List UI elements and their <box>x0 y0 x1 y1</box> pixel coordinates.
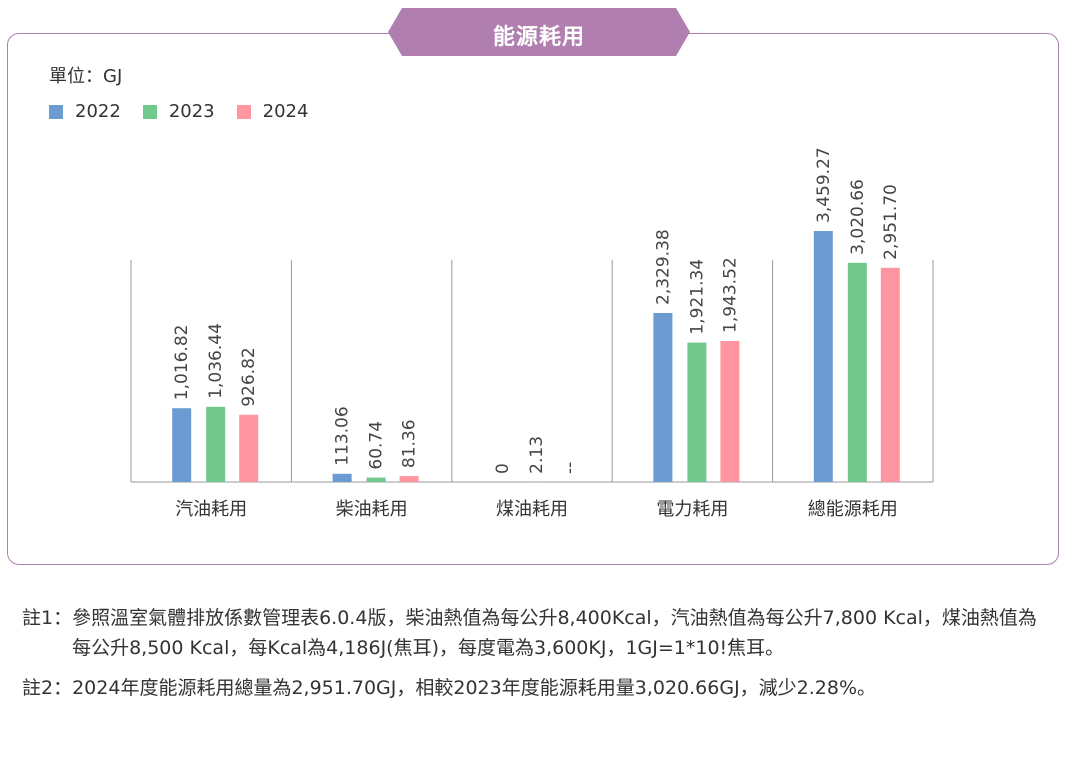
data-label: 2,329.38 <box>653 229 673 305</box>
note-1: 註1： 參照溫室氣體排放係數管理表6.0.4版，柴油熱值為每公升8,400Kcal… <box>22 603 1052 663</box>
bar-2024 <box>720 340 740 482</box>
note-2: 註2： 2024年度能源耗用總量為2,951.70GJ，相較2023年度能源耗用量… <box>22 673 1052 703</box>
bar-2023 <box>847 262 867 482</box>
data-label: 3,459.27 <box>814 147 834 223</box>
note-label: 註2： <box>22 677 73 699</box>
bar-2023 <box>366 477 386 482</box>
category-label: 煤油耗用 <box>496 499 568 520</box>
title-banner: 能源耗用 <box>388 8 690 56</box>
legend-swatch <box>49 104 63 119</box>
bar-chart: 汽油耗用 1,016.82 1,036.44 926.82 柴油耗用 113.06 60.7… <box>130 147 934 520</box>
data-label: 1,943.52 <box>720 257 740 333</box>
data-label: 2,951.70 <box>881 184 901 260</box>
bar-2024 <box>239 414 259 482</box>
bar-2023 <box>687 342 707 482</box>
legend-item-2023: 2023 <box>142 101 215 122</box>
data-label: 2.13 <box>527 436 547 474</box>
banner-shape <box>388 8 690 56</box>
data-label: 0 <box>493 463 513 474</box>
legend-item-2022: 2022 <box>49 101 121 122</box>
data-label: 113.06 <box>333 406 353 465</box>
bar-2024 <box>399 476 419 482</box>
category-label: 柴油耗用 <box>336 499 408 520</box>
note-text: 參照溫室氣體排放係數管理表6.0.4版，柴油熱值為每公升8,400Kcal，汽油… <box>72 607 1037 659</box>
bar-2022 <box>653 312 673 482</box>
category-label: 總能源耗用 <box>808 499 898 520</box>
legend-swatch <box>142 104 157 119</box>
legend-label: 2022 <box>75 101 121 122</box>
data-label: 926.82 <box>239 347 259 406</box>
legend-item-2024: 2024 <box>236 101 309 122</box>
data-label: 3,020.66 <box>848 179 868 255</box>
data-label: 1,036.44 <box>206 323 226 399</box>
data-label: 60.74 <box>367 421 387 470</box>
legend-label: 2023 <box>168 101 215 122</box>
bar-2022 <box>813 231 833 482</box>
notes: 註1： 參照溫室氣體排放係數管理表6.0.4版，柴油熱值為每公升8,400Kcal… <box>22 603 1052 713</box>
data-label: 81.36 <box>400 419 420 468</box>
data-label: -- <box>560 462 580 474</box>
category-label: 汽油耗用 <box>175 499 247 520</box>
bar-2024 <box>880 267 900 482</box>
note-text: 2024年度能源耗用總量為2,951.70GJ，相較2023年度能源耗用量3,0… <box>72 677 877 699</box>
category-label: 電力耗用 <box>656 499 728 520</box>
data-label: 1,016.82 <box>172 325 192 401</box>
chart-title: 能源耗用 <box>492 25 585 50</box>
legend-swatch <box>236 104 251 119</box>
unit-label: 單位：GJ <box>49 66 123 87</box>
note-label: 註1： <box>22 607 73 629</box>
bar-2022 <box>172 408 192 482</box>
bar-2022 <box>332 473 352 482</box>
data-label: 1,921.34 <box>687 259 707 335</box>
bar-2023 <box>206 406 226 482</box>
legend: 2022 2023 2024 <box>49 101 308 122</box>
legend-label: 2024 <box>262 101 309 122</box>
